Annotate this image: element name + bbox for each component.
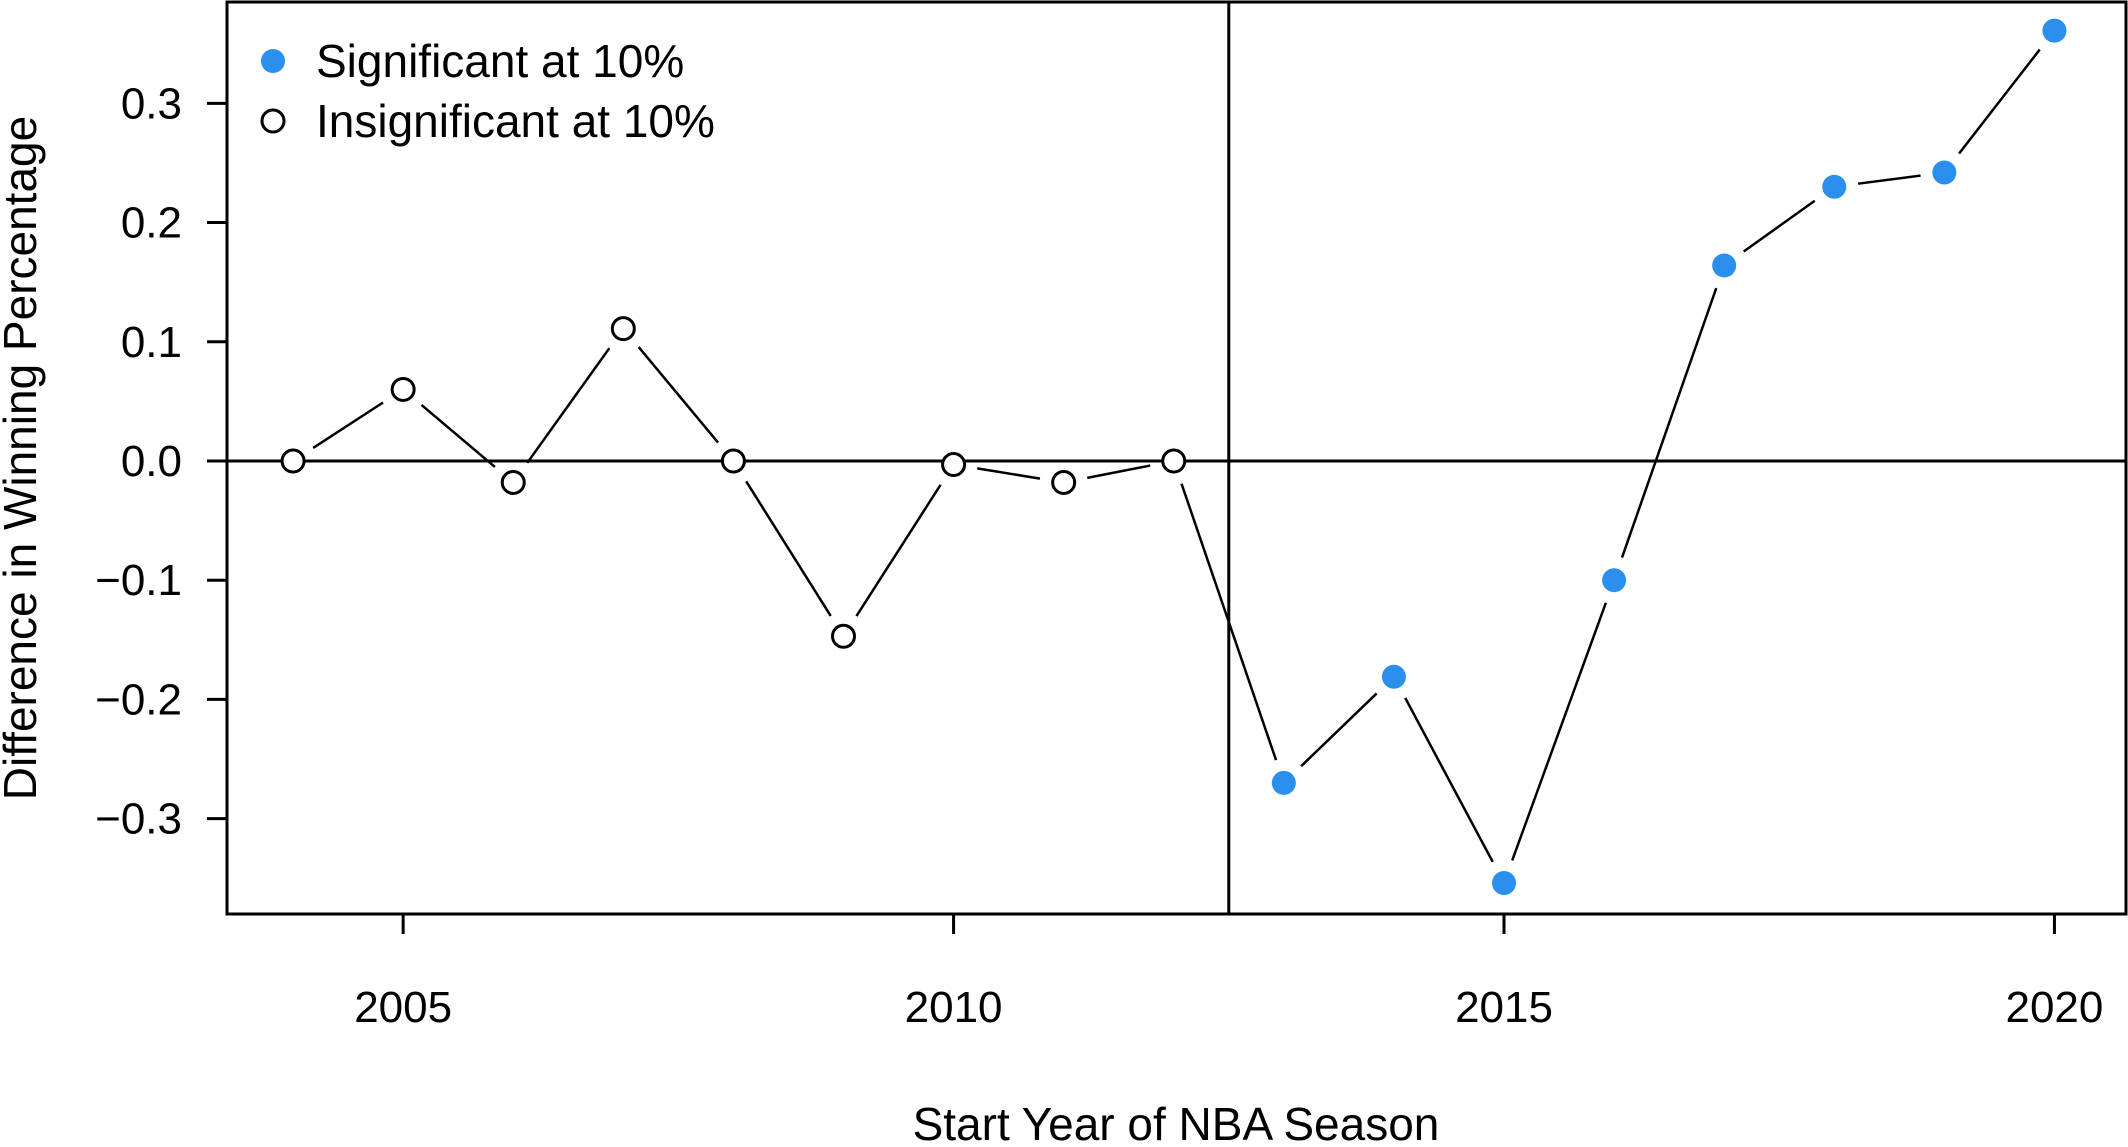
data-point-significant [1602, 568, 1627, 593]
data-point-significant [1932, 160, 1957, 185]
y-axis-title: Difference in Winning Percentage [0, 116, 46, 800]
series-segment [1958, 48, 2041, 155]
series-segment [977, 467, 1041, 480]
series-segment [526, 347, 611, 464]
x-axis-title: Start Year of NBA Season [913, 1098, 1440, 1142]
series-segment [1300, 692, 1378, 768]
y-tick-label: −0.3 [95, 795, 182, 844]
series-segment [1511, 602, 1608, 861]
legend-marker-insignificant [260, 108, 286, 134]
data-point-insignificant [390, 376, 416, 402]
y-tick-label: −0.1 [95, 556, 182, 605]
data-point-significant [1822, 174, 1847, 199]
data-point-significant [1492, 871, 1517, 896]
x-axis: 2005 2010 2015 2020 [354, 914, 2103, 1032]
y-tick-label: −0.2 [95, 675, 182, 724]
data-point-insignificant [830, 623, 856, 649]
series-segment [1086, 464, 1151, 480]
data-point-insignificant [610, 316, 636, 342]
data-point-significant [1381, 664, 1406, 689]
x-tick-label: 2005 [354, 983, 452, 1032]
series-segment [420, 403, 496, 468]
legend-marker-significant [261, 49, 285, 73]
legend-label-insignificant: Insignificant at 10% [316, 95, 715, 147]
x-tick-label: 2015 [1455, 983, 1553, 1032]
data-point-insignificant [1051, 469, 1077, 495]
y-axis: −0.3 −0.2 −0.1 0.0 0.1 0.2 0.3 [95, 79, 227, 844]
y-tick-label: 0.3 [121, 79, 182, 128]
data-point-insignificant [720, 448, 746, 474]
y-tick-label: 0.1 [121, 318, 182, 367]
series-segment [1742, 199, 1816, 253]
plot-frame [225, 0, 2128, 916]
data-point-insignificant [280, 448, 306, 474]
series-segment [1180, 483, 1278, 761]
data-point-significant [2042, 18, 2067, 43]
x-tick-label: 2020 [2005, 983, 2103, 1032]
data-point-significant [1712, 253, 1737, 278]
series-points [280, 18, 2067, 896]
y-tick-label: 0.2 [121, 199, 182, 248]
data-point-insignificant [1161, 448, 1187, 474]
series-segment [745, 480, 832, 617]
data-point-significant [1271, 770, 1296, 795]
legend: Significant at 10% Insignificant at 10% [260, 35, 715, 147]
x-tick-label: 2010 [905, 983, 1003, 1032]
series-segment [312, 401, 384, 449]
series-segment [637, 346, 720, 444]
series-segment [1857, 174, 1921, 185]
series-segment [1404, 697, 1494, 863]
data-point-insignificant [500, 469, 526, 495]
series-line-segments [312, 48, 2041, 863]
data-point-insignificant [941, 452, 967, 478]
series-segment [1620, 287, 1718, 558]
y-tick-label: 0.0 [121, 437, 182, 486]
legend-label-significant: Significant at 10% [316, 35, 684, 87]
series-segment [855, 484, 942, 617]
